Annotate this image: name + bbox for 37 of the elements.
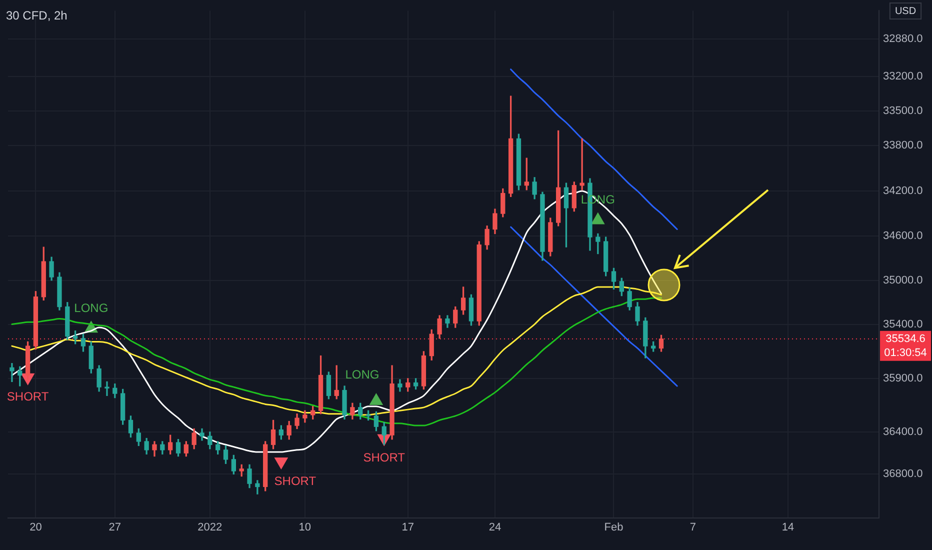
y-tick-label: 36400.0 [883,426,923,438]
y-tick-label: 32880.0 [883,32,923,45]
x-tick-label: 20 [30,522,42,534]
y-tick-label: 33500.0 [883,105,923,118]
y-tick-label: 34200.0 [883,185,923,198]
x-tick-label: 10 [298,522,312,534]
candlestick [104,381,110,396]
series-label: LONG [345,367,380,382]
y-tick-label: 36800.0 [883,468,923,480]
text: SHORT [363,450,406,465]
y-tick-label: 33800.0 [883,140,923,152]
chart-title: 30 CFD, 2h [6,8,68,22]
y-tick-label: 35000.0 [883,274,923,286]
text: LONG [74,300,108,315]
x-tick-label: Feb [604,522,624,534]
x-tick-label: 7 [690,522,696,534]
ref-line-label: 35534.6 [886,332,926,345]
text: 01:30:54 [884,346,927,359]
point [591,212,604,224]
series-label: SHORT [274,474,317,488]
x-tick-label: 17 [402,522,414,534]
y-tick-label: 35400.0 [883,318,923,330]
line-series [510,226,678,387]
point [274,458,288,470]
y-axis-title: USD [894,6,916,17]
candlestick [10,363,14,382]
x-tick-label: 2022 [198,522,222,534]
text: SHORT [6,390,49,404]
y-tick-label: 35900.0 [883,372,923,384]
x-tick-label: 24 [488,522,502,534]
x-tick-label: 14 [782,522,794,534]
candlestick [580,138,584,190]
line-series [510,68,678,230]
y-tick-label: 33200.0 [883,70,923,82]
x-tick-label: 27 [108,522,122,534]
candlestick [255,480,260,494]
y-tick-label: 34600.0 [883,230,923,242]
